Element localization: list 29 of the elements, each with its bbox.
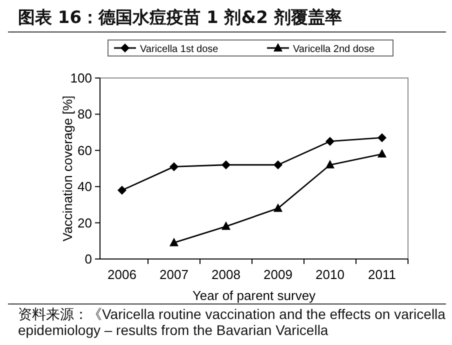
chart-title: 图表 16：德国水痘疫苗 1 剂&2 剂覆盖率	[18, 7, 342, 29]
point	[170, 238, 178, 246]
point	[378, 149, 386, 158]
y-tick-label: 40	[78, 179, 92, 194]
point	[118, 186, 126, 195]
point	[222, 221, 230, 230]
point	[274, 203, 282, 212]
point	[326, 136, 334, 146]
legend-label: Varicella 2nd dose	[293, 44, 375, 55]
y-tick-label: 60	[78, 142, 92, 158]
point	[222, 160, 230, 170]
point	[378, 133, 386, 142]
y-tick-label: 20	[78, 215, 92, 230]
x-tick-label: 2010	[316, 267, 344, 282]
point	[326, 160, 334, 168]
y-tick-label: 0	[84, 252, 92, 266]
x-tick-label: 2009	[264, 267, 292, 282]
x-tick-label: 2008	[212, 267, 240, 282]
y-tick-label: 80	[78, 106, 92, 122]
x-tick-label: 2006	[108, 267, 136, 282]
text: 资料来源：《Varicella routine vaccination and the effects on varicella epidemiology – results from the Bavarian Varicella	[18, 306, 446, 338]
x-tick-label: 2011	[368, 267, 396, 282]
legend-label: Varicella 1st dose	[140, 44, 219, 55]
x-axis-title: Year of parent survey	[192, 288, 316, 303]
x-tick-label: 2007	[160, 267, 188, 282]
point	[170, 162, 178, 172]
y-axis-title: Vaccination coverage [%]	[60, 96, 75, 242]
point	[274, 160, 282, 170]
y-tick-label: 100	[70, 70, 92, 86]
